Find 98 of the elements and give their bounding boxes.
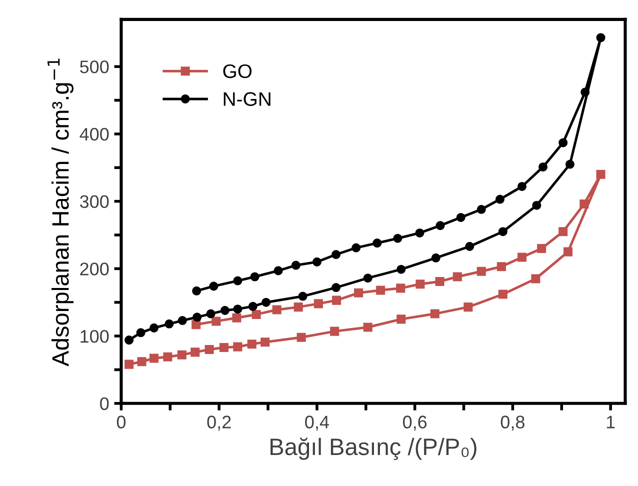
point [372,238,382,248]
point [247,340,256,349]
point [124,360,134,369]
point [537,244,546,253]
point [396,284,406,293]
point [192,312,202,322]
point [219,342,228,352]
legend-label: GO [223,64,252,78]
point [178,316,187,326]
point [220,306,230,315]
point [212,316,221,326]
point [376,286,386,295]
point [354,288,364,298]
point [532,200,542,210]
point [233,276,242,286]
point [250,272,260,282]
point [232,313,242,322]
x-tick-label: 0,4 [305,416,329,431]
point [164,319,174,328]
y-tick-label: 100 [80,330,109,343]
point [452,272,462,282]
point [272,305,282,314]
point [517,252,527,262]
x-tick-label: 0,2 [207,416,231,431]
y-tick-label: 500 [80,60,109,74]
point [352,243,361,252]
point [177,350,186,360]
point [137,357,146,366]
point [565,160,574,169]
point [124,336,134,345]
point [363,274,372,283]
point [204,344,214,354]
y-axis-title: Adsorplanan Hacim / cm³.g$^{−1}$ [48,58,74,366]
point [431,253,440,262]
point [596,33,606,42]
point [209,282,218,291]
x-tick-label: 0,6 [402,416,427,431]
point [294,302,303,312]
point [416,280,425,289]
point [558,138,568,148]
point [396,314,406,324]
point [436,221,445,230]
point [314,299,323,308]
point [206,309,216,318]
point [464,302,473,312]
point [233,304,242,314]
point [596,170,606,179]
point [435,276,444,286]
point [330,326,340,336]
point [476,266,486,276]
x-tick-label: 1 [606,416,615,428]
point [363,322,372,332]
point [456,212,466,222]
point [332,250,341,260]
point [252,310,261,319]
point [498,227,508,236]
point [393,234,402,243]
point [538,162,548,172]
point [498,290,508,299]
point [262,298,271,307]
x-tick-label: 0 [116,416,126,428]
point [580,199,589,209]
point [332,296,342,305]
point [291,260,300,270]
point [476,204,486,214]
y-tick-label: 200 [80,262,109,276]
point [149,323,159,332]
point [136,328,146,338]
point [496,262,506,272]
point [396,264,406,274]
y-tick-label: 0 [100,397,109,410]
y-tick-label: 400 [80,128,109,141]
point [190,348,200,357]
point [233,342,242,352]
point [296,332,306,342]
point [517,182,527,191]
point [298,292,308,301]
x-tick-label: 0,8 [500,416,524,431]
x-axis-title: Bağıl Basınç /(P/P₀) [270,438,476,460]
point [192,320,201,330]
point [430,309,440,318]
point [149,354,159,363]
point [558,227,568,236]
point [312,257,322,266]
y-tick-label: 300 [80,195,109,208]
point [248,302,258,311]
point [332,283,341,292]
point [274,266,283,276]
point [531,274,540,284]
point [465,242,474,251]
point [163,352,172,362]
legend-label: N-GN [224,92,270,106]
point [563,247,572,256]
point [580,88,590,97]
point [495,194,504,204]
point [260,338,270,347]
point [415,228,424,238]
point [192,286,202,296]
